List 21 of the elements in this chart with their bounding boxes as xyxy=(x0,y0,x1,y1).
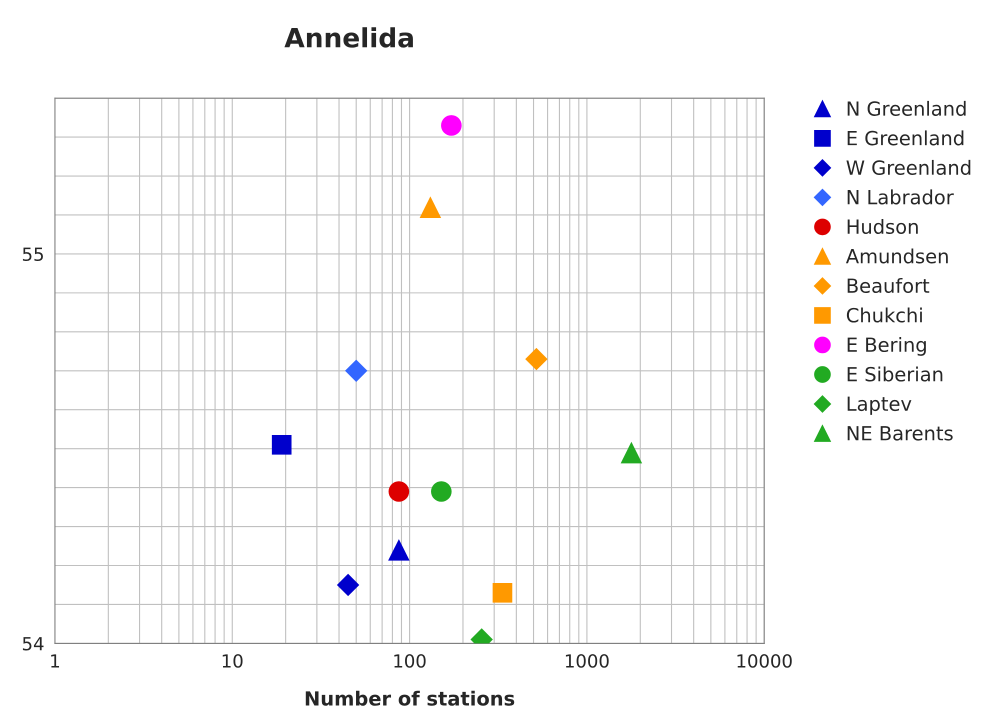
legend-label: NE Barents xyxy=(848,426,953,441)
x-tick-label: 1 xyxy=(51,654,60,668)
x-tick-label: 10 xyxy=(222,654,243,668)
y-tick-label: 55 xyxy=(22,248,43,262)
legend-label: E Bering xyxy=(848,337,926,356)
legend-label: N Labrador xyxy=(848,189,954,204)
legend-label: Beaufort xyxy=(848,278,930,294)
legend-label: E Greenland xyxy=(848,130,964,146)
legend-label: Hudson xyxy=(848,218,918,234)
y-tick-label: 54 xyxy=(22,637,44,651)
legend-label: N Greenland xyxy=(848,100,966,116)
legend-label: Laptev xyxy=(848,396,912,415)
x-tick-label: 10000 xyxy=(738,654,792,668)
legend-label: Chukchi xyxy=(846,307,922,323)
legend-label: Amundsen xyxy=(846,248,948,264)
x-tick-label: 1000 xyxy=(566,654,609,668)
legend-label: W Greenland xyxy=(846,160,970,175)
legend-label: E Siberian xyxy=(848,366,942,382)
x-tick-label: 100 xyxy=(394,654,426,668)
x-axis-title: Number of stations xyxy=(306,690,514,706)
chart-title: Annelida xyxy=(284,27,413,48)
